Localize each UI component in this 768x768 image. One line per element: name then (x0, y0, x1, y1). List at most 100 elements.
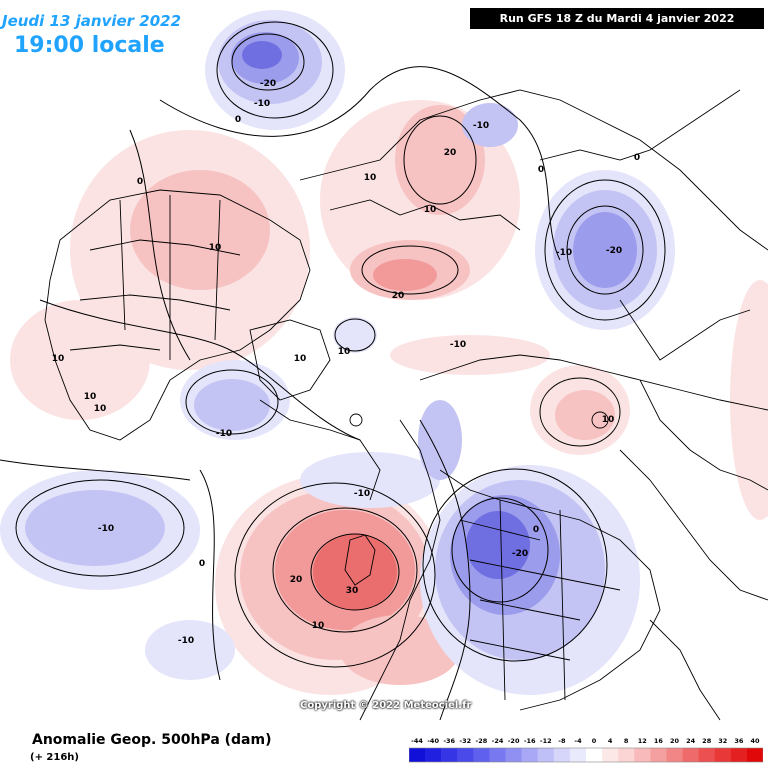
lead-time: (+ 216h) (30, 752, 79, 763)
legend-tick-label: -24 (492, 737, 504, 745)
contour-label: -10 (254, 99, 270, 109)
anomaly-negative-bering-center (242, 41, 282, 69)
legend-tick-label: -12 (540, 737, 552, 745)
legend-swatch (489, 748, 506, 762)
contour-label: -10 (178, 636, 194, 646)
legend-tick-label: 40 (750, 737, 760, 745)
contour-label: 10 (602, 415, 615, 425)
contour-label: 20 (290, 575, 303, 585)
contour-label: 10 (94, 404, 107, 414)
contour-label: 0 (235, 115, 241, 125)
legend-tick-label: -20 (508, 737, 520, 745)
legend-swatch (730, 748, 748, 762)
anomaly-positive-central-asia-core (555, 390, 615, 440)
legend-swatch (682, 748, 699, 762)
anomaly-negative-alaska-small (462, 103, 518, 147)
contour-label: 10 (312, 621, 325, 631)
legend-swatch (425, 748, 442, 762)
legend-tick-label: 16 (654, 737, 664, 745)
legend-tick-label: -36 (443, 737, 455, 745)
contour-label: 10 (424, 205, 437, 215)
run-info-banner: Run GFS 18 Z du Mardi 4 janvier 2022 (470, 8, 764, 29)
legend-swatch (569, 748, 587, 762)
anomaly-negative-scandinavia-band (300, 452, 440, 508)
legend-tick-label: 24 (686, 737, 696, 745)
legend-tick-label: 8 (624, 737, 629, 745)
contour-label: -10 (473, 121, 489, 131)
anomaly-negative-hudson-core (194, 379, 270, 431)
anomaly-positive-kara-sea (395, 105, 485, 215)
legend-swatch (521, 748, 538, 762)
legend-swatch (698, 748, 716, 762)
copyright-text: Copyright © 2022 Meteociel.fr (300, 700, 472, 711)
contour-label: 10 (52, 354, 65, 364)
contour-label: -20 (260, 79, 276, 89)
legend-swatch (457, 748, 474, 762)
anomaly-positive-siberia-core (373, 259, 437, 291)
legend-tick-label: -40 (427, 737, 439, 745)
legend-tick-label: 32 (718, 737, 727, 745)
contour-label: 0 (538, 165, 544, 175)
contour-label: -10 (216, 429, 232, 439)
contour-lines (0, 21, 666, 721)
legend-swatch (602, 748, 619, 762)
contour-label: 30 (346, 586, 359, 596)
anomaly-positive-east-siberia (390, 335, 550, 375)
legend-swatch (714, 748, 732, 762)
contour-label: 10 (84, 392, 97, 402)
legend-tick-label: 12 (638, 737, 647, 745)
contour-label: -20 (606, 246, 622, 256)
contour-label: 20 (444, 148, 457, 158)
anomaly-positive-west-na (10, 300, 150, 420)
legend-swatch (666, 748, 683, 762)
anomaly-negative-east-asia-core (573, 212, 637, 288)
anomaly-negative-siberian-arm (418, 400, 462, 480)
contour-label: 0 (137, 177, 143, 187)
contour-label: 10 (364, 173, 377, 183)
anomaly-negative-pacific-core (25, 490, 165, 566)
legend-tick-label: -4 (574, 737, 582, 745)
legend-tick-label: -16 (524, 737, 536, 745)
legend-swatch (441, 748, 458, 762)
contour-label: 20 (392, 291, 405, 301)
contour-label: -10 (450, 340, 466, 350)
valid-date: Jeudi 13 janvier 2022 (2, 12, 182, 30)
contour-label: -10 (354, 489, 370, 499)
contour-label: -20 (512, 549, 528, 559)
contour-label: 0 (533, 525, 539, 535)
legend-tick-label: 36 (734, 737, 744, 745)
legend-swatch (553, 748, 571, 762)
geopotential-anomaly-map: -20 -10 0 -10 20 10 10 0 -10 -20 0 10 20… (0, 10, 768, 721)
legend-swatch (747, 748, 763, 762)
anomaly-positive-north-america-core (130, 170, 270, 290)
coastlines-and-borders (44, 89, 768, 721)
contour-label: 10 (294, 354, 307, 364)
anomaly-positive-east-edge (730, 280, 768, 520)
parameter-title: Anomalie Geop. 500hPa (dam) (32, 732, 272, 748)
legend-swatch (586, 748, 603, 762)
color-scale-legend: -44 -40 -36 -32 -28 -24 -20 -16 -12 -8 -4 0 4 8 12 16 20… (409, 737, 763, 763)
legend-swatch (618, 748, 635, 762)
contour-label: -10 (98, 524, 114, 534)
contour-label: 10 (209, 243, 222, 253)
legend-tick-label: 0 (592, 737, 597, 745)
legend-border (409, 747, 763, 763)
contour-labels: -20 -10 0 -10 20 10 10 0 -10 -20 0 10 20… (52, 79, 640, 646)
legend-tick-labels: -44 -40 -36 -32 -28 -24 -20 -16 -12 -8 -4 0 4 8 12 16 20… (411, 737, 760, 745)
contour-label: -10 (556, 248, 572, 258)
legend-tick-label: 28 (702, 737, 712, 745)
legend-tick-label: -44 (411, 737, 423, 745)
legend-tick-label: 20 (670, 737, 680, 745)
legend-tick-label: -28 (476, 737, 488, 745)
legend-swatches (409, 747, 763, 763)
anomaly-negative-polar-small (333, 317, 377, 353)
contour-label: 10 (338, 347, 351, 357)
anomaly-positive-north-africa (340, 615, 460, 685)
legend-swatch (473, 748, 490, 762)
legend-swatch (409, 748, 426, 762)
legend-swatch (537, 748, 555, 762)
legend-swatch (505, 748, 522, 762)
contour-label: 0 (634, 153, 640, 163)
anomaly-negative-south (145, 620, 235, 680)
